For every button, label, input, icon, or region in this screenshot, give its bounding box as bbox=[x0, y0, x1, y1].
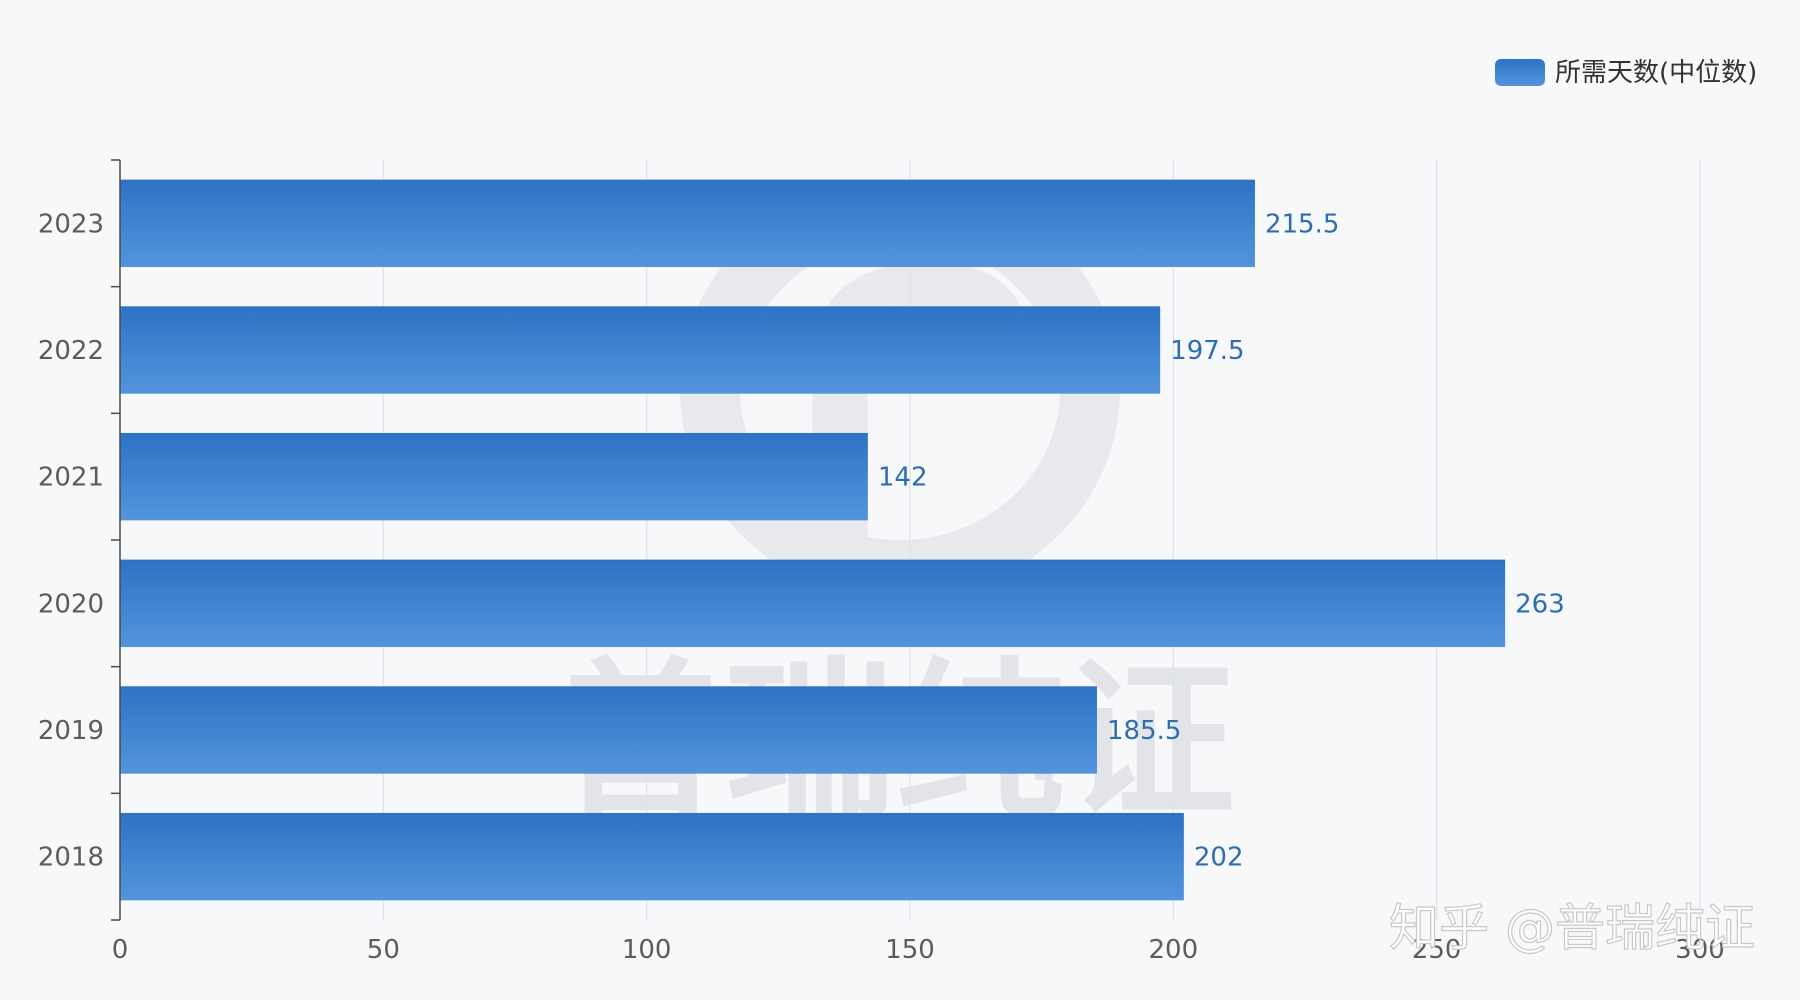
data-label: 202 bbox=[1194, 843, 1244, 873]
x-tick-label: 250 bbox=[1412, 935, 1462, 965]
x-tick-label: 150 bbox=[885, 935, 935, 965]
y-tick-label: 2023 bbox=[38, 209, 104, 239]
bar-series bbox=[120, 179, 1506, 901]
bar bbox=[120, 306, 1161, 394]
credit-watermark: 知乎 @普瑞纯证 bbox=[1389, 899, 1755, 957]
legend-label: 所需天数(中位数) bbox=[1555, 58, 1757, 88]
bar bbox=[120, 179, 1255, 268]
x-tick-label: 0 bbox=[112, 935, 129, 965]
y-tick-label: 2019 bbox=[38, 716, 104, 746]
data-label: 197.5 bbox=[1170, 336, 1244, 366]
x-tick-label: 50 bbox=[367, 935, 400, 965]
y-tick-label: 2022 bbox=[38, 336, 104, 366]
axes: 0 50 100 150 200 250 300 2023 2022 2021 2020 2019 20… bbox=[38, 159, 1725, 965]
data-labels: 215.5 197.5 142 263 185.5 202 bbox=[878, 209, 1565, 872]
grid-lines bbox=[382, 160, 1701, 920]
bar bbox=[120, 559, 1506, 648]
x-tick-label: 300 bbox=[1675, 935, 1725, 965]
y-tick-label: 2020 bbox=[38, 589, 104, 619]
data-label: 185.5 bbox=[1107, 716, 1181, 746]
bar bbox=[120, 686, 1097, 774]
legend: 所需天数(中位数) bbox=[1495, 58, 1757, 88]
data-label: 215.5 bbox=[1265, 209, 1339, 239]
y-tick-label: 2021 bbox=[38, 463, 104, 493]
x-tick-label: 100 bbox=[622, 935, 672, 965]
data-label: 142 bbox=[878, 463, 928, 493]
y-tick-label: 2018 bbox=[38, 843, 104, 873]
x-tick-label: 200 bbox=[1149, 935, 1199, 965]
data-label: 263 bbox=[1515, 589, 1565, 619]
bar bbox=[120, 812, 1184, 901]
legend-swatch bbox=[1495, 59, 1545, 86]
bar bbox=[120, 432, 868, 521]
